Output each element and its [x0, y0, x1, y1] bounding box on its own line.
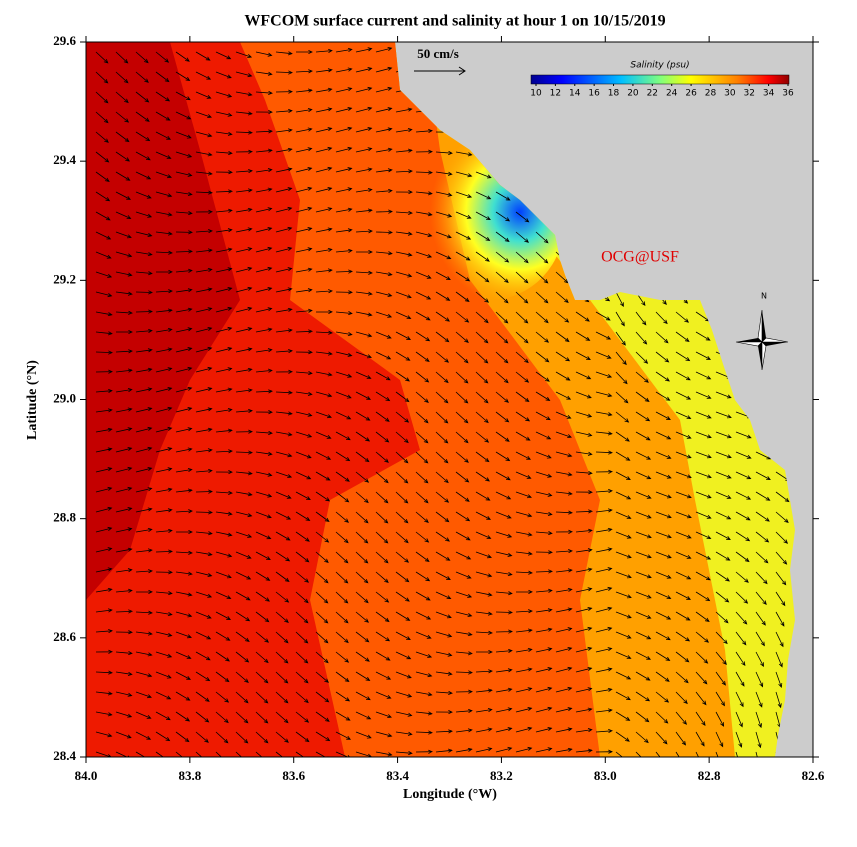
colorbar-tick-label: 34 [763, 89, 775, 99]
scale-arrow [414, 66, 466, 76]
colorbar-tick-label: 18 [608, 89, 620, 99]
north-label: N [761, 292, 767, 301]
x-tick-label: 83.6 [282, 768, 305, 783]
colorbar-tick-label: 26 [685, 89, 697, 99]
colorbar-tick-label: 10 [530, 89, 542, 99]
chart-title: WFCOM surface current and salinity at ho… [244, 13, 665, 30]
y-tick-label: 28.8 [53, 510, 76, 525]
x-tick-label: 83.0 [594, 768, 617, 783]
colorbar-tick-label: 30 [724, 89, 736, 99]
colorbar-tick-label: 20 [627, 89, 639, 99]
y-tick-label: 29.6 [53, 33, 76, 48]
y-tick-label: 28.4 [53, 748, 76, 763]
colorbar-tick-label: 36 [782, 89, 794, 99]
y-tick-label: 29.4 [53, 152, 76, 167]
y-axis-label: Latitude (°N) [25, 360, 40, 440]
colorbar [530, 74, 790, 85]
colorbar-tick-label: 14 [569, 89, 581, 99]
colorbar-tick-label: 16 [588, 89, 600, 99]
scale-label: 50 cm/s [417, 46, 459, 61]
x-tick-label: 82.8 [698, 768, 721, 783]
x-tick-label: 83.2 [490, 768, 513, 783]
credit: OCG@USF [601, 249, 679, 266]
x-tick-label: 84.0 [75, 768, 98, 783]
compass [735, 309, 789, 371]
x-axis-label: Longitude (°W) [403, 787, 497, 802]
y-tick-label: 28.6 [53, 629, 76, 644]
colorbar-tick-label: 12 [550, 89, 561, 99]
colorbar-tick-label: 22 [647, 89, 658, 99]
colorbar-label: Salinity (psu) [630, 61, 689, 71]
colorbar-tick-label: 28 [705, 89, 717, 99]
y-tick-label: 29.0 [53, 390, 76, 405]
x-tick-label: 83.8 [178, 768, 201, 783]
y-tick-label: 29.2 [53, 271, 76, 286]
colorbar-tick-label: 24 [666, 89, 678, 99]
x-tick-label: 83.4 [386, 768, 409, 783]
x-tick-label: 82.6 [802, 768, 825, 783]
current-vectors [95, 46, 795, 757]
colorbar-tick-label: 32 [744, 89, 755, 99]
